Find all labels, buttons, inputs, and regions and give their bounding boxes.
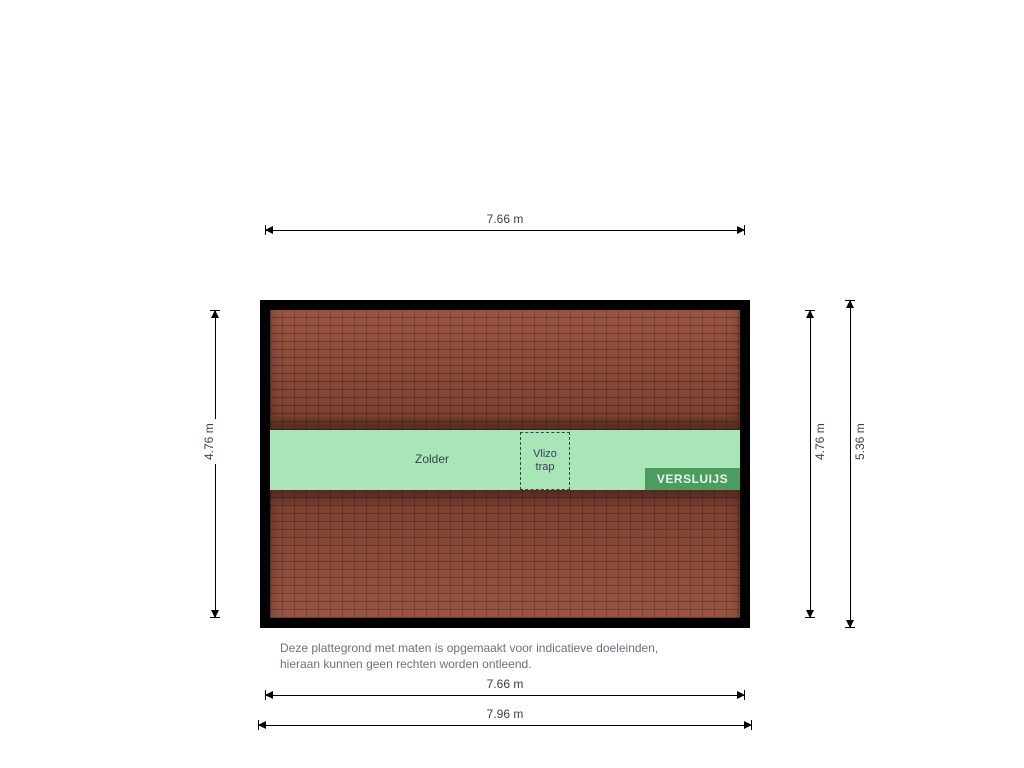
watermark-badge: VERSLUIJS	[645, 468, 740, 490]
dimension-tick	[744, 225, 745, 235]
roof-slope-top	[270, 310, 740, 430]
dimension-tick	[805, 310, 815, 311]
dimension-tick	[265, 225, 266, 235]
roof-slope-bottom	[270, 490, 740, 618]
dimension-bottom-width-outer: 7.96 m	[258, 725, 752, 726]
dimension-tick	[744, 690, 745, 700]
dimension-top-width: 7.66 m	[265, 230, 745, 231]
dimension-tick	[210, 617, 220, 618]
dimension-right-height-outer: 5.36 m	[850, 300, 851, 628]
dimension-tick	[845, 300, 855, 301]
dimension-label: 7.66 m	[483, 212, 528, 226]
disclaimer-line: hieraan kunnen geen rechten worden ontle…	[280, 657, 532, 671]
dimension-label: 7.66 m	[483, 677, 528, 691]
dimension-tick	[845, 627, 855, 628]
dimension-tick	[258, 720, 259, 730]
dimension-tick	[265, 690, 266, 700]
dimension-tick	[751, 720, 752, 730]
disclaimer-line: Deze plattegrond met maten is opgemaakt …	[280, 641, 658, 655]
dimension-left-height: 4.76 m	[215, 310, 216, 618]
dimension-label: 4.76 m	[202, 419, 216, 464]
dimension-label: 7.96 m	[483, 707, 528, 721]
dimension-label: 4.76 m	[813, 419, 827, 464]
vlizo-trap: Vlizotrap	[520, 432, 570, 490]
floorplan: Zolder Vlizotrap VERSLUIJS	[260, 300, 750, 628]
dimension-right-height-inner: 4.76 m	[810, 310, 811, 618]
dimension-tick	[805, 617, 815, 618]
disclaimer-text: Deze plattegrond met maten is opgemaakt …	[280, 640, 740, 672]
dimension-label: 5.36 m	[853, 419, 867, 464]
room-label-zolder: Zolder	[415, 452, 449, 466]
dimension-bottom-width-inner: 7.66 m	[265, 695, 745, 696]
room-label-vlizo: Vlizotrap	[533, 448, 557, 474]
dimension-tick	[210, 310, 220, 311]
